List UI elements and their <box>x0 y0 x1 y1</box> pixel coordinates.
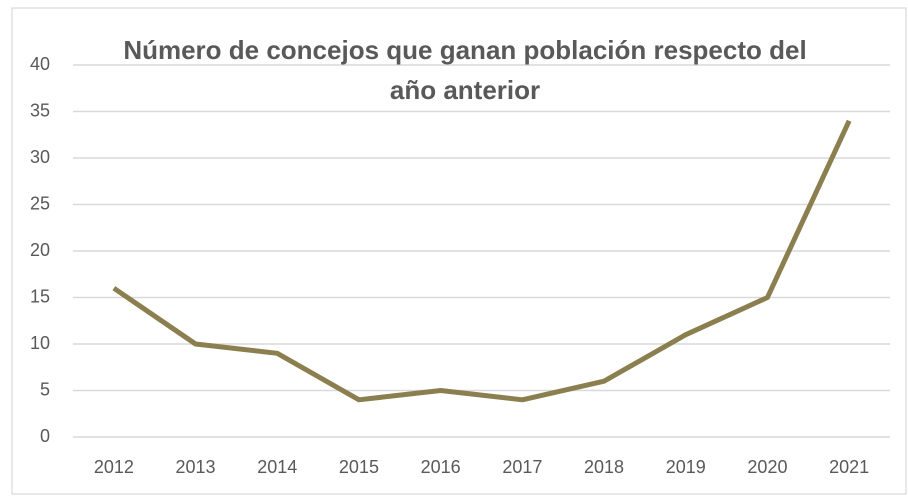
x-tick-label: 2019 <box>666 457 706 477</box>
x-tick-label: 2016 <box>421 457 461 477</box>
y-tick-label: 0 <box>40 426 50 446</box>
chart-border <box>11 7 907 495</box>
x-tick-label: 2018 <box>584 457 624 477</box>
x-tick-label: 2015 <box>339 457 379 477</box>
y-tick-label: 10 <box>30 333 50 353</box>
x-tick-label: 2012 <box>94 457 134 477</box>
y-tick-label: 35 <box>30 100 50 120</box>
chart-title: Número de concejos que ganan población r… <box>123 35 807 105</box>
y-tick-label: 30 <box>30 147 50 167</box>
data-line <box>112 119 852 403</box>
x-tick-label: 2014 <box>257 457 297 477</box>
x-tick-label: 2020 <box>747 457 787 477</box>
x-tick-label: 2017 <box>502 457 542 477</box>
y-tick-label: 5 <box>40 379 50 399</box>
x-tick-label: 2021 <box>829 457 869 477</box>
y-tick-label: 25 <box>30 193 50 213</box>
y-tick-label: 20 <box>30 240 50 260</box>
y-tick-label: 15 <box>30 286 50 306</box>
x-tick-label: 2013 <box>176 457 216 477</box>
y-tick-label: 40 <box>30 54 50 74</box>
